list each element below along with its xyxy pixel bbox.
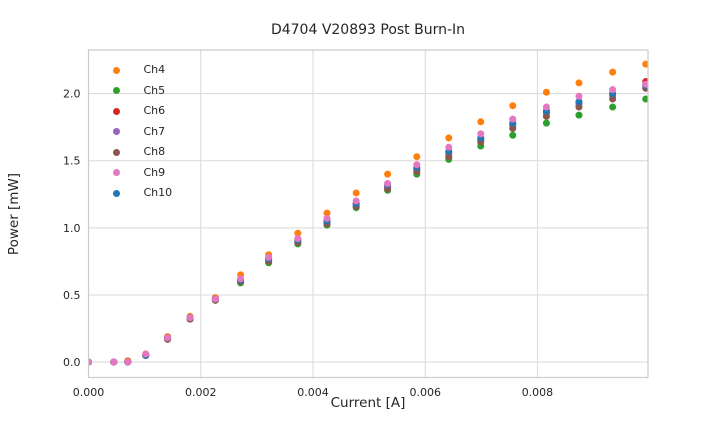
legend-label: Ch5 [143, 83, 166, 97]
legend-item-ch4: Ch4 [106, 60, 172, 81]
data-point-ch9 [642, 80, 648, 88]
legend-item-ch8: Ch8 [106, 142, 172, 163]
data-point-ch4 [413, 153, 421, 161]
scatter-points [88, 60, 648, 366]
data-point-ch5 [642, 95, 648, 103]
legend-marker-icon [112, 169, 120, 177]
data-point-ch9 [211, 295, 219, 303]
data-point-ch9 [186, 314, 194, 322]
legend-label: Ch7 [143, 124, 166, 138]
data-point-ch4 [294, 229, 302, 237]
data-point-ch9 [110, 358, 118, 366]
legend-marker-icon [112, 128, 120, 136]
data-point-ch8 [445, 153, 453, 161]
data-point-ch4 [575, 79, 583, 87]
legend-label: Ch4 [143, 63, 166, 76]
y-tick-label: 0.5 [63, 289, 81, 302]
data-point-ch10 [575, 98, 583, 106]
x-tick-label: 0.000 [73, 386, 105, 399]
y-tick-label: 1.0 [63, 222, 81, 235]
legend: Ch4 Ch5 Ch6 Ch7 Ch8 Ch9 Ch10 [106, 60, 172, 204]
data-point-ch9 [265, 253, 273, 261]
x-tick-label: 0.002 [185, 386, 217, 399]
legend-label: Ch9 [143, 165, 166, 179]
legend-item-ch9: Ch9 [106, 163, 172, 184]
data-point-ch5 [575, 111, 583, 119]
x-tick-label: 0.006 [409, 386, 441, 399]
data-point-ch8 [575, 103, 583, 111]
data-point-ch4 [445, 134, 453, 142]
legend-marker-icon [112, 107, 120, 115]
data-point-ch9 [609, 86, 617, 94]
y-tick-label: 1.5 [63, 155, 81, 168]
y-tick-label: 2.0 [63, 88, 81, 101]
data-point-ch8 [542, 112, 550, 120]
data-point-ch9 [88, 358, 92, 366]
data-point-ch5 [542, 119, 550, 127]
data-point-ch4 [609, 68, 617, 76]
data-point-ch5 [509, 131, 517, 139]
x-tick-label: 0.004 [297, 386, 329, 399]
data-point-ch9 [445, 143, 453, 151]
data-point-ch5 [609, 103, 617, 111]
data-point-ch9 [294, 235, 302, 243]
data-point-ch4 [323, 209, 331, 217]
data-point-ch9 [477, 130, 485, 138]
legend-marker-icon [112, 148, 120, 156]
data-point-ch9 [384, 180, 392, 188]
data-point-ch9 [509, 115, 517, 123]
data-point-ch4 [542, 88, 550, 96]
data-point-ch9 [323, 214, 331, 222]
x-axis-label: Current [A] [330, 395, 406, 411]
data-point-ch9 [124, 358, 132, 366]
data-point-ch9 [575, 92, 583, 100]
data-point-ch9 [142, 350, 150, 358]
plot-border [87, 49, 649, 379]
legend-label: Ch8 [143, 145, 166, 158]
chart-title: D4704 V20893 Post Burn-In [270, 22, 466, 38]
legend-item-ch7: Ch7 [106, 122, 172, 143]
data-point-ch9 [237, 275, 245, 283]
legend-marker-icon [112, 87, 120, 95]
data-point-ch8 [609, 95, 617, 103]
data-point-ch9 [164, 334, 172, 342]
legend-label: Ch10 [143, 186, 173, 199]
data-point-ch4 [384, 170, 392, 178]
data-point-ch9 [542, 103, 550, 111]
y-axis-label: Power [mW] [6, 172, 22, 256]
data-point-ch9 [352, 197, 360, 205]
data-point-ch4 [642, 60, 648, 68]
data-point-ch9 [413, 161, 421, 169]
data-point-ch4 [352, 189, 360, 197]
legend-marker-icon [112, 189, 120, 197]
legend-item-ch6: Ch6 [106, 101, 172, 122]
x-tick-label: 0.008 [522, 386, 554, 399]
data-point-ch8 [509, 125, 517, 133]
data-point-ch4 [509, 102, 517, 110]
legend-label: Ch6 [143, 104, 166, 117]
legend-item-ch10: Ch10 [106, 183, 172, 204]
data-point-ch4 [477, 118, 485, 126]
legend-marker-icon [112, 66, 120, 74]
legend-item-ch5: Ch5 [106, 81, 172, 102]
y-tick-label: 0.0 [63, 356, 81, 369]
